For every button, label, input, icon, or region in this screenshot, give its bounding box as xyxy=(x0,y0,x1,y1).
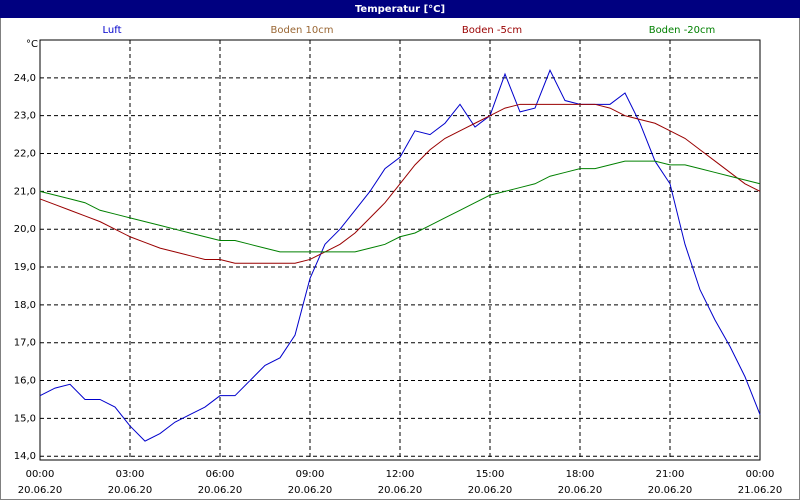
y-tick-label: 16,0 xyxy=(14,376,36,387)
x-tick-label: 15:00 xyxy=(476,469,505,480)
x-tick-date: 20.06.20 xyxy=(468,485,513,496)
x-tick-label: 18:00 xyxy=(566,469,595,480)
title-bar xyxy=(0,0,800,18)
legend-entry: Boden -5cm xyxy=(462,25,522,36)
y-tick-label: 18,0 xyxy=(14,300,36,311)
series-line xyxy=(39,69,761,442)
x-tick-date: 20.06.20 xyxy=(108,485,153,496)
x-tick-date: 21.06.20 xyxy=(738,485,783,496)
y-tick-label: 21,0 xyxy=(14,186,36,197)
legend-entry: Luft xyxy=(103,25,122,36)
x-tick-label: 09:00 xyxy=(296,469,325,480)
series-line xyxy=(39,103,761,264)
y-tick-label: 15,0 xyxy=(14,413,36,424)
x-tick-label: 00:00 xyxy=(746,469,775,480)
x-tick-label: 21:00 xyxy=(656,469,685,480)
y-tick-label: 14,0 xyxy=(14,451,36,462)
y-tick-label: 24,0 xyxy=(14,73,36,84)
y-unit: °C xyxy=(26,39,38,50)
y-tick-label: 19,0 xyxy=(14,262,36,273)
x-tick-label: 03:00 xyxy=(116,469,145,480)
y-tick-label: 17,0 xyxy=(14,338,36,349)
legend-entry: Boden 10cm xyxy=(271,25,334,36)
chart-title: Temperatur [°C] xyxy=(355,4,445,15)
x-tick-date: 20.06.20 xyxy=(18,485,63,496)
x-tick-date: 20.06.20 xyxy=(198,485,243,496)
x-tick-date: 20.06.20 xyxy=(648,485,693,496)
legend-entry: Boden -20cm xyxy=(649,25,716,36)
x-tick-date: 20.06.20 xyxy=(558,485,603,496)
y-tick-label: 20,0 xyxy=(14,224,36,235)
x-tick-label: 12:00 xyxy=(386,469,415,480)
x-tick-label: 00:00 xyxy=(26,469,55,480)
y-tick-label: 23,0 xyxy=(14,111,36,122)
x-tick-date: 20.06.20 xyxy=(288,485,333,496)
x-tick-date: 20.06.20 xyxy=(378,485,423,496)
series-line xyxy=(39,160,761,253)
y-tick-label: 22,0 xyxy=(14,149,36,160)
x-tick-label: 06:00 xyxy=(206,469,235,480)
